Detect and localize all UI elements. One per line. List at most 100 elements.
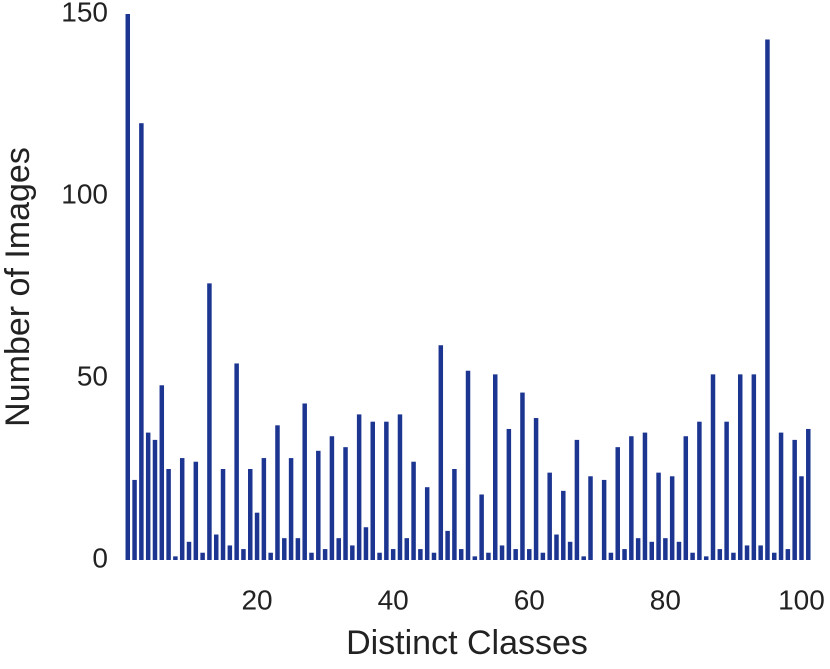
bar (166, 469, 171, 560)
bar (520, 392, 525, 560)
bar (486, 552, 491, 560)
bar (316, 450, 321, 560)
bar (282, 538, 287, 560)
x-tick-label: 60 (514, 584, 545, 615)
y-axis-title: Number of Images (0, 147, 37, 427)
bar (601, 479, 607, 560)
bar (608, 552, 614, 560)
bar (302, 403, 307, 560)
bar (649, 541, 655, 560)
bar (561, 490, 566, 560)
bar (772, 552, 777, 560)
bar (697, 421, 702, 560)
bar (765, 39, 770, 561)
y-tick-label: 100 (61, 178, 108, 209)
bar (193, 461, 199, 560)
bar (506, 428, 512, 560)
bar (527, 549, 532, 560)
bar (554, 534, 559, 560)
bar (309, 552, 314, 560)
bar (615, 447, 620, 560)
bar (213, 534, 219, 560)
bar (322, 549, 328, 560)
bar (241, 549, 246, 560)
bar (261, 458, 267, 560)
bar (329, 436, 335, 560)
bar (370, 421, 375, 560)
bar (254, 512, 260, 560)
x-tick-label: 20 (241, 584, 272, 615)
bar (132, 479, 137, 560)
x-tick-label: 80 (650, 584, 681, 615)
bar (540, 552, 546, 560)
bar (758, 545, 763, 560)
bar (492, 374, 498, 560)
bar (703, 556, 709, 560)
bar (200, 552, 205, 560)
bar (663, 538, 668, 560)
bar (669, 476, 675, 560)
y-tick-label: 0 (92, 542, 108, 573)
bar (744, 545, 750, 560)
bar (737, 374, 743, 560)
bar (411, 461, 416, 560)
bar (268, 552, 273, 560)
bar (452, 469, 457, 560)
bar (785, 549, 791, 560)
bar (622, 549, 627, 560)
bar (275, 425, 280, 560)
bar (581, 556, 586, 560)
x-tick-label: 100 (778, 584, 825, 615)
bar (472, 556, 478, 560)
bar (731, 552, 736, 560)
bar (690, 552, 695, 560)
x-axis-title: Distinct Classes (346, 624, 588, 662)
bar (220, 469, 226, 560)
bar (635, 538, 641, 560)
bar (397, 414, 403, 560)
bar (778, 432, 784, 560)
bar (792, 439, 797, 560)
bar (567, 541, 573, 560)
bar (513, 549, 518, 560)
bar (404, 538, 410, 560)
bar (533, 418, 539, 560)
bar (642, 432, 648, 560)
bar (173, 556, 178, 560)
bar (350, 545, 355, 560)
bar (363, 527, 369, 560)
bar (547, 472, 552, 560)
bar (676, 541, 682, 560)
bar (629, 436, 634, 560)
bar (159, 385, 165, 560)
bar (336, 538, 341, 560)
bar (683, 436, 689, 560)
bar (179, 458, 185, 560)
y-tick-label: 150 (61, 0, 108, 27)
bar (418, 549, 423, 560)
bar (465, 370, 471, 560)
bar (145, 432, 151, 560)
x-tick-label: 40 (378, 584, 409, 615)
bar (248, 469, 253, 560)
bar (288, 458, 294, 560)
bar (139, 123, 144, 560)
bar (588, 476, 593, 560)
bar (499, 545, 505, 560)
bar (717, 549, 723, 560)
bar (186, 541, 192, 560)
bar (227, 545, 233, 560)
bar (424, 487, 430, 560)
bar (438, 345, 444, 560)
bar (431, 552, 437, 560)
bar (806, 428, 811, 560)
bar (479, 494, 484, 560)
y-tick-label: 50 (77, 360, 108, 391)
bar (445, 530, 450, 560)
bar (125, 14, 131, 560)
bar (574, 439, 580, 560)
bar (234, 363, 239, 560)
bar (390, 549, 396, 560)
bar (799, 476, 804, 560)
